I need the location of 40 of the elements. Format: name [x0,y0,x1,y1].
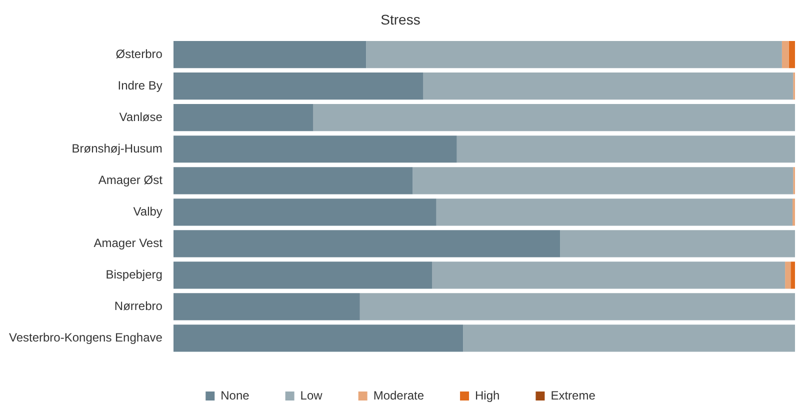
y-tick-label: Indre By [118,78,162,92]
y-tick-label: Amager Vest [94,236,164,250]
bar [173,167,413,194]
y-tick-label: Amager Øst [98,172,164,187]
y-tick-label: Brønshøj-Husum [72,141,162,156]
bar [423,72,794,100]
bar [313,104,795,132]
bar [173,262,432,289]
bar [785,262,791,289]
bar [432,262,786,289]
bar [173,41,366,68]
y-tick-label: Valby [133,204,162,218]
y-tick-label: Vesterbro-Kongens Enghave [8,330,163,345]
bar [436,198,793,226]
legend-label: Low [300,388,323,402]
bar [173,230,560,258]
bar [173,136,457,163]
bar [173,324,464,352]
legend-label: Moderate [373,388,424,402]
bar [560,230,795,258]
legend-label: Extreme [550,388,596,402]
legend-label: High [475,388,500,402]
y-tick-label: Vanløse [119,110,163,124]
bar [782,41,789,68]
bar [366,41,782,68]
bar [790,262,795,289]
bar [360,293,795,320]
y-tick-label: Østerbro [116,46,163,61]
bar [173,198,436,226]
y-tick-label: Nørrebro [114,299,163,314]
bar [173,293,360,320]
bar [412,167,794,194]
chart-title: Stress [380,11,420,28]
y-tick-label: Bispebjerg [106,268,162,282]
bar [173,104,314,132]
bar [463,324,795,352]
legend-label: None [220,388,250,402]
bar [788,41,795,68]
bar [173,72,424,100]
bar [456,136,795,163]
